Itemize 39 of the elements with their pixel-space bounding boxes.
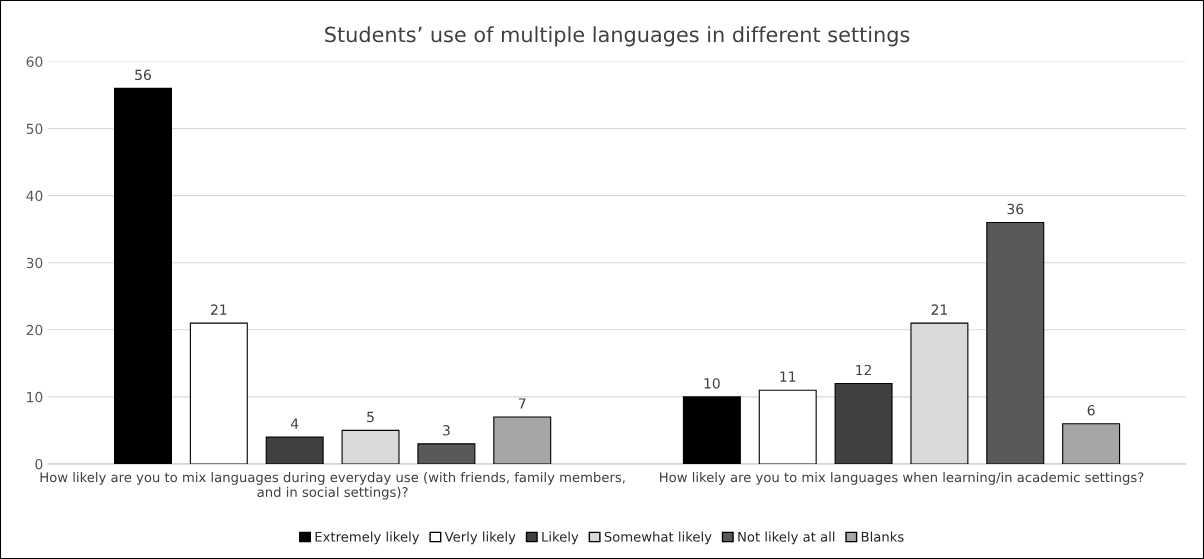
bar [417,443,476,464]
data-label: 36 [1007,203,1024,215]
y-tick-label: 10 [27,391,43,403]
y-tick-label: 60 [26,56,43,67]
data-label: 11 [780,371,796,382]
y-tick-label: 20 [26,324,43,336]
data-label: 5 [367,411,374,423]
legend-label: Likely [542,531,579,545]
y-tick-label: 0 [35,458,43,470]
bar [682,396,741,464]
data-label: 10 [704,378,720,389]
legend-label: Not likely at all [738,531,835,545]
data-label: 4 [290,418,299,429]
y-tick-label: 40 [26,190,43,202]
data-label: 21 [211,304,227,315]
data-label: 21 [931,304,947,315]
bar [493,416,552,464]
data-label: 7 [518,398,526,409]
bar [341,429,400,464]
bar [189,322,248,464]
bar [834,382,893,464]
x-tick-label: How likely are you to mix languages when learning/in academic settings? [660,472,1144,485]
legend-label: Blanks [861,531,904,542]
chart-title: Students’ use of multiple languages in different settings [325,26,910,47]
data-label: 12 [856,364,872,376]
data-label: 56 [135,69,151,81]
x-tick-label: How likely are you to mix languages during everyday use (with friends, family members, and in social settings)? [40,472,625,500]
bar [113,87,172,464]
bar [265,436,324,464]
legend-label: Extremely likely [315,531,420,545]
data-label: 3 [443,425,450,436]
bar [758,389,817,464]
bar [986,221,1045,464]
y-tick-label: 30 [26,257,43,269]
legend-label: Somewhat likely [604,531,712,545]
data-label: 6 [1087,404,1095,416]
legend-label: Verly likely [444,531,516,545]
bar [1062,423,1121,464]
y-tick-label: 50 [26,123,43,135]
